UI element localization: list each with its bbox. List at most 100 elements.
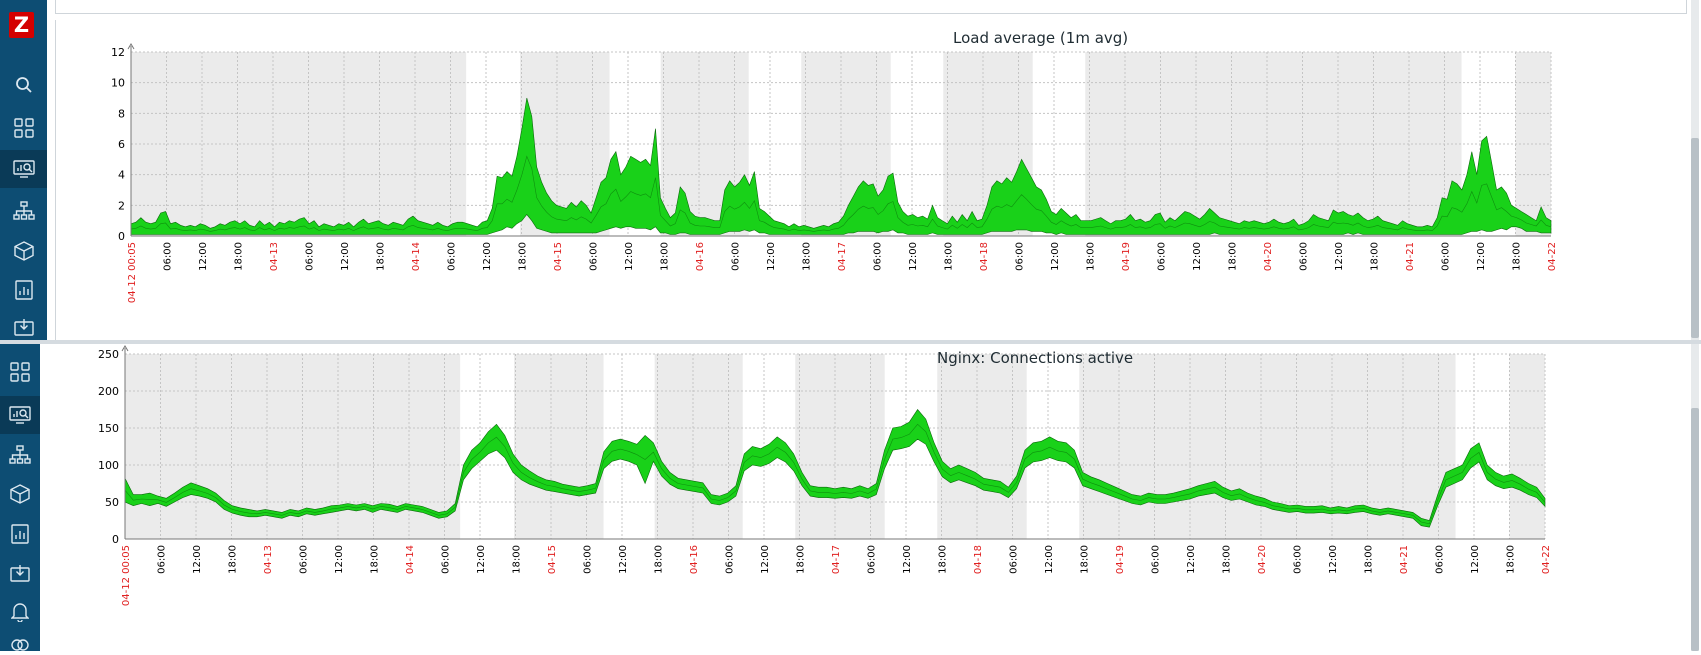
x-tick-label: 06:00 [731, 242, 742, 271]
x-tick-label: 18:00 [512, 545, 523, 574]
x-tick-date-label: 04-15 [553, 242, 564, 271]
x-tick-label: 06:00 [1441, 242, 1452, 271]
y-axis-arrow [121, 345, 129, 352]
x-tick-label: 06:00 [157, 545, 168, 574]
series-area [124, 409, 1546, 528]
x-tick-label: 18:00 [802, 242, 813, 271]
nginx-connections-chart: 0 50 100 150 200 250 04-12 00:05 06:00 12:00 18:0… [98, 345, 1552, 606]
x-tick-label: 12:00 [618, 545, 629, 574]
y-tick-label: 250 [98, 348, 119, 361]
x-tick-label: 06:00 [163, 242, 174, 271]
x-tick-label: 12:00 [198, 242, 209, 271]
y-tick-label: 100 [98, 459, 119, 472]
night-band [1515, 52, 1551, 236]
y-tick-label: 0 [112, 533, 119, 546]
night-band [1085, 52, 1462, 236]
night-band [1509, 354, 1545, 539]
y-tick-label: 0 [118, 230, 125, 243]
x-tick-label: 12:00 [908, 242, 919, 271]
x-tick-label: 06:00 [583, 545, 594, 574]
x-tick-label: 18:00 [1370, 242, 1381, 271]
sidebar-main: Z [0, 0, 47, 340]
alerts-icon[interactable] [0, 597, 40, 627]
widget-load-average: 0 2 4 6 8 10 12 04-12 00:05 06:00 12:00 18:00 04-13… [55, 20, 1686, 340]
y-tick-label: 12 [111, 46, 125, 59]
data-collection-icon[interactable] [0, 314, 47, 340]
inventory-icon[interactable] [0, 479, 40, 509]
x-tick-date-label: 04-18 [979, 242, 990, 271]
top-frame-scroll-thumb[interactable] [1691, 138, 1699, 338]
x-tick-label: 06:00 [305, 242, 316, 271]
x-tick-label: 06:00 [1435, 545, 1446, 574]
integrations-icon[interactable] [0, 634, 40, 651]
x-tick-label: 18:00 [944, 242, 955, 271]
bottom-frame-scrollbar[interactable] [1691, 344, 1699, 651]
x-tick-label: 06:00 [1151, 545, 1162, 574]
network-map-icon[interactable] [0, 440, 40, 470]
dashboard-icon[interactable] [0, 357, 40, 387]
x-tick-label: 18:00 [1222, 545, 1233, 574]
night-band [1079, 354, 1456, 539]
reports-icon[interactable] [0, 519, 40, 549]
x-tick-date-label: 04-17 [831, 545, 842, 574]
monitoring-icon[interactable] [0, 154, 47, 184]
x-tick-label: 12:00 [1050, 242, 1061, 271]
x-tick-label: 18:00 [938, 545, 949, 574]
x-tick-date-label: 04-19 [1121, 242, 1132, 271]
x-tick-date-label: 04-17 [837, 242, 848, 271]
inventory-icon[interactable] [0, 236, 47, 266]
x-tick-label: 12:00 [902, 545, 913, 574]
x-tick-date-label: 04-13 [263, 545, 274, 574]
x-tick-label: 12:00 [624, 242, 635, 271]
x-tick-label: 18:00 [1506, 545, 1517, 574]
load-average-chart: 0 2 4 6 8 10 12 04-12 00:05 06:00 12:00 18:00 04-13… [111, 29, 1558, 303]
x-tick-label: 12:00 [334, 545, 345, 574]
y-tick-label: 50 [105, 496, 119, 509]
x-tick-date-label: 04-16 [695, 242, 706, 271]
x-tick-date-label: 04-16 [689, 545, 700, 574]
zabbix-logo[interactable]: Z [9, 12, 34, 38]
bottom-frame-scroll-thumb[interactable] [1691, 408, 1699, 651]
x-tick-label: 06:00 [441, 545, 452, 574]
y-tick-label: 200 [98, 385, 119, 398]
x-tick-label: 12:00 [476, 545, 487, 574]
x-tick-label: 18:00 [1364, 545, 1375, 574]
frame-separator [0, 340, 1701, 344]
x-tick-date-label: 04-14 [411, 242, 422, 271]
y-tick-label: 8 [118, 107, 125, 120]
reports-icon[interactable] [0, 275, 47, 305]
x-tick-date-label: 04-20 [1257, 545, 1268, 574]
search-icon[interactable] [0, 70, 47, 100]
x-tick-label: 06:00 [589, 242, 600, 271]
x-tick-label: 18:00 [1512, 242, 1523, 271]
x-tick-label: 12:00 [1328, 545, 1339, 574]
night-band [654, 354, 743, 539]
x-tick-label: 06:00 [873, 242, 884, 271]
x-tick-date-label: 04-22 [1547, 242, 1558, 271]
x-tick-date-label: 04-18 [973, 545, 984, 574]
x-tick-label: 06:00 [447, 242, 458, 271]
widget-nginx-connections: 0 50 100 150 200 250 04-12 00:05 06:00 12:00 18:0… [40, 344, 1683, 651]
x-tick-label: 18:00 [234, 242, 245, 271]
network-map-icon[interactable] [0, 196, 47, 226]
x-tick-label: 12:00 [340, 242, 351, 271]
y-tick-label: 10 [111, 77, 125, 90]
night-band [131, 52, 467, 236]
top-frame-scrollbar[interactable] [1691, 0, 1699, 340]
x-tick-label: 18:00 [1086, 242, 1097, 271]
x-tick-label: 12:00 [482, 242, 493, 271]
y-tick-label: 150 [98, 422, 119, 435]
x-tick-date-label: 04-15 [547, 545, 558, 574]
x-tick-label: 18:00 [228, 545, 239, 574]
x-tick-label: 06:00 [1299, 242, 1310, 271]
dashboard-icon[interactable] [0, 113, 47, 143]
x-tick-label: 06:00 [1157, 242, 1168, 271]
x-tick-label: 12:00 [1476, 242, 1487, 271]
x-tick-label: 18:00 [376, 242, 387, 271]
data-collection-icon[interactable] [0, 558, 40, 588]
x-tick-date-label: 04-12 00:05 [127, 242, 138, 303]
x-tick-label: 12:00 [1186, 545, 1197, 574]
monitoring-icon[interactable] [0, 400, 40, 430]
y-tick-label: 4 [118, 169, 125, 182]
x-tick-label: 18:00 [1080, 545, 1091, 574]
